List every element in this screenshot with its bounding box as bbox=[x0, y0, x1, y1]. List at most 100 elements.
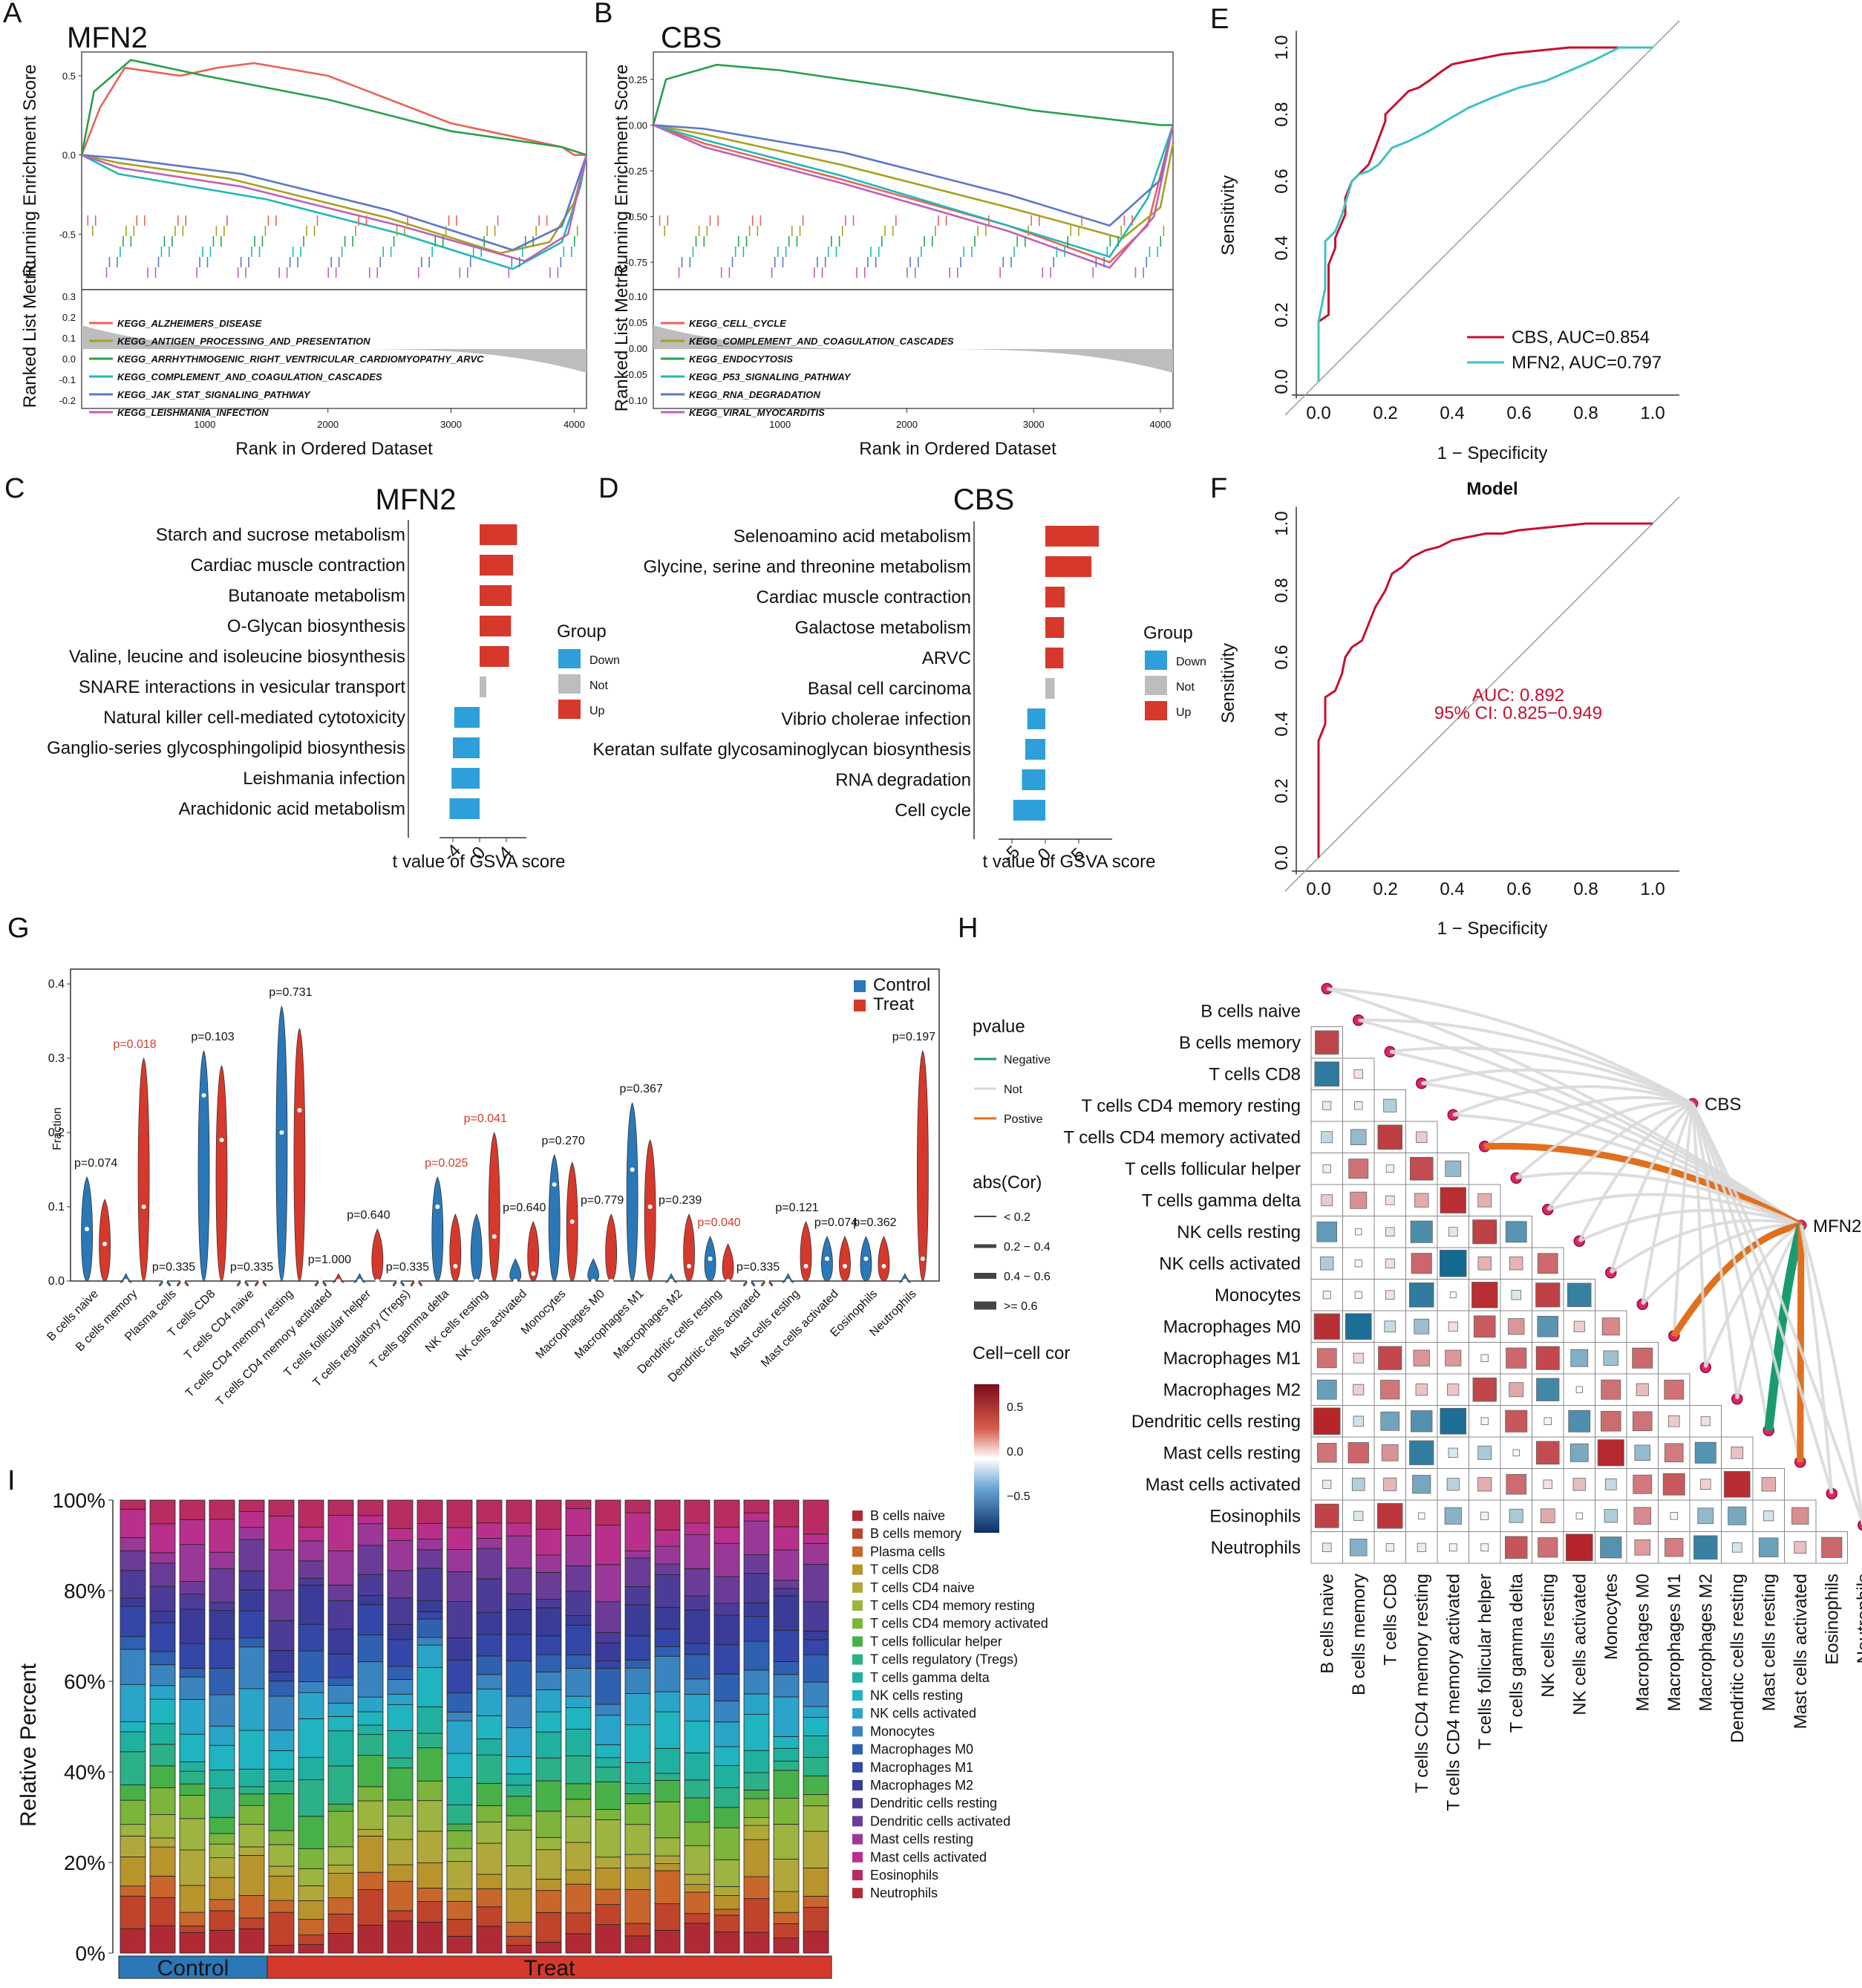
violin bbox=[683, 1213, 695, 1282]
stacked-segment bbox=[268, 1516, 295, 1551]
stacked-segment bbox=[565, 1535, 592, 1566]
stacked-segment bbox=[595, 1809, 621, 1820]
stacked-segment bbox=[684, 1694, 710, 1722]
roc-curve bbox=[1317, 46, 1653, 382]
stacked-segment bbox=[654, 1646, 681, 1657]
legend-label: Macrophages M0 bbox=[870, 1742, 973, 1757]
gsva-bar bbox=[480, 646, 509, 667]
stacked-segment bbox=[387, 1704, 414, 1731]
stacked-segment bbox=[446, 1601, 473, 1638]
violin bbox=[644, 1139, 656, 1282]
stacked-segment bbox=[476, 1754, 503, 1784]
corr-square bbox=[1505, 1409, 1528, 1433]
column-label: B cells naive bbox=[1317, 1574, 1337, 1674]
stacked-segment bbox=[179, 1581, 206, 1594]
stacked-segment bbox=[506, 1888, 532, 1923]
stacked-segment bbox=[179, 1783, 206, 1796]
column-label: Macrophages M1 bbox=[1665, 1574, 1685, 1711]
legend-label: Up bbox=[589, 705, 605, 717]
violin-median bbox=[669, 1279, 674, 1283]
control-group-bar bbox=[118, 1955, 268, 1979]
stacked-segment bbox=[743, 1798, 770, 1818]
corr-square bbox=[1731, 1542, 1742, 1553]
violin-median bbox=[141, 1205, 146, 1209]
corr-square bbox=[1693, 1535, 1718, 1560]
violin bbox=[509, 1258, 522, 1282]
stacked-segment bbox=[565, 1508, 592, 1536]
p-value-label: p=0.640 bbox=[503, 1202, 546, 1214]
stacked-segment bbox=[713, 1576, 740, 1604]
stacked-segment bbox=[179, 1849, 206, 1886]
corr-square bbox=[1313, 1313, 1340, 1340]
stacked-segment bbox=[268, 1589, 295, 1621]
stacked-segment bbox=[387, 1528, 414, 1541]
network-edge bbox=[1609, 1102, 1694, 1274]
stacked-segment bbox=[595, 1564, 621, 1603]
stacked-segment bbox=[446, 1848, 473, 1862]
stacked-segment bbox=[773, 1629, 800, 1662]
panel-b-title: CBS bbox=[661, 22, 722, 54]
stacked-segment bbox=[327, 1702, 354, 1717]
stacked-segment bbox=[357, 1574, 384, 1597]
corr-square bbox=[1445, 1160, 1462, 1177]
network-edge bbox=[1610, 1219, 1802, 1274]
stacked-segment bbox=[535, 1731, 562, 1759]
control-group-label: Control bbox=[157, 1956, 229, 1981]
panel-a-axes: 0.5 0.0 -0.5 0.3 0.2 0.1 0.0 -0.1 -0.2 1000 2000 30… bbox=[59, 71, 585, 430]
violin-median bbox=[824, 1257, 829, 1261]
gsva-term-label: Basal cell carcinoma bbox=[808, 679, 972, 699]
stacked-segment bbox=[595, 1757, 621, 1767]
panel-b-enrichment-lines bbox=[652, 63, 1175, 269]
stacked-segment bbox=[446, 1549, 473, 1572]
stacked-segment bbox=[624, 1557, 651, 1587]
row-label: Neutrophils bbox=[1211, 1538, 1301, 1558]
corr-square bbox=[1573, 1320, 1585, 1332]
corr-square bbox=[1380, 1380, 1400, 1400]
corr-square bbox=[1697, 1508, 1714, 1525]
corr-square bbox=[1759, 1537, 1779, 1557]
y-tick-label: 0% bbox=[76, 1942, 105, 1965]
p-value-label: p=0.121 bbox=[775, 1202, 818, 1214]
stacked-segment bbox=[327, 1600, 354, 1630]
row-label: B cells naive bbox=[1200, 1001, 1301, 1021]
gsva-term-label: Leishmania infection bbox=[243, 769, 405, 789]
treat-group-bar bbox=[267, 1955, 832, 1979]
stacked-segment bbox=[387, 1880, 414, 1912]
legend-label: Macrophages M2 bbox=[870, 1778, 973, 1793]
network-edge bbox=[1326, 987, 1803, 1227]
x-tick-label: 0.0 bbox=[1306, 879, 1330, 899]
panel-f-ylabel: Sensitivity bbox=[1218, 643, 1238, 723]
violin-median bbox=[279, 1130, 284, 1135]
violin bbox=[470, 1213, 483, 1282]
stacked-segment bbox=[535, 1554, 562, 1573]
stacked-segment bbox=[773, 1824, 800, 1860]
y-tick-label: -0.75 bbox=[625, 257, 647, 268]
stacked-segment bbox=[416, 1499, 443, 1524]
stacked-segment bbox=[357, 1545, 384, 1575]
corr-square bbox=[1385, 1227, 1395, 1237]
corr-square bbox=[1761, 1477, 1776, 1492]
violin bbox=[449, 1213, 462, 1282]
stacked-segment bbox=[535, 1654, 562, 1672]
stacked-segment bbox=[713, 1644, 740, 1675]
panel-g-letter: G bbox=[7, 913, 30, 944]
stacked-segment bbox=[476, 1655, 503, 1675]
stacked-segment bbox=[654, 1499, 681, 1531]
violin bbox=[839, 1236, 851, 1282]
stacked-segment bbox=[268, 1672, 295, 1682]
violin bbox=[548, 1154, 561, 1282]
stacked-segment bbox=[357, 1829, 384, 1837]
panel-a-legend: KEGG_ALZHEIMERS_DISEASE KEGG_ANTIGEN_PROC… bbox=[89, 318, 484, 418]
stacked-segment bbox=[743, 1825, 770, 1840]
stacked-segment bbox=[149, 1925, 176, 1954]
stacked-segment bbox=[803, 1654, 829, 1683]
stacked-segment bbox=[416, 1539, 443, 1551]
violin-median bbox=[803, 1264, 808, 1268]
stacked-segment bbox=[446, 1888, 473, 1902]
legend-label: T cells follicular helper bbox=[870, 1634, 1002, 1649]
legend-label: Down bbox=[1176, 656, 1206, 668]
stacked-segment bbox=[416, 1901, 443, 1923]
stacked-segment bbox=[654, 1863, 681, 1871]
panel-h-correlation: B cells naive B cells naive B cells memory… bbox=[1063, 982, 1862, 1811]
panel-d-xlabel: t value of GSVA score bbox=[982, 852, 1155, 872]
